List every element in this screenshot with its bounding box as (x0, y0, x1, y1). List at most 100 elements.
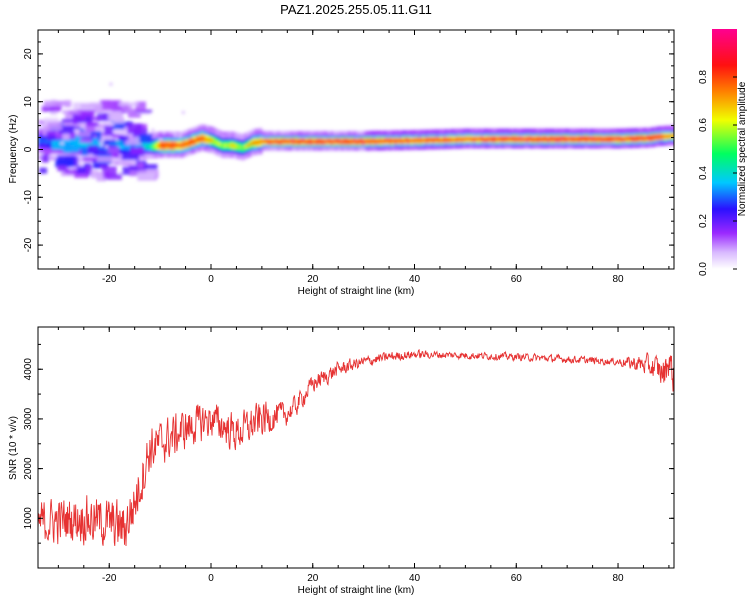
spectrogram-cell (287, 141, 291, 145)
spectrogram-cell (653, 137, 657, 141)
spectrogram-cell (643, 143, 647, 148)
spectrogram-cell (287, 133, 291, 137)
spectrogram-cell (551, 139, 556, 143)
spectrogram-cell (640, 130, 645, 134)
spectrogram-ytick-label: 20 (23, 48, 34, 60)
spectrogram-cell (518, 130, 522, 134)
spectrogram-cell (317, 133, 321, 137)
spectrogram-cell (216, 140, 220, 145)
spectrogram-cell (417, 132, 421, 136)
spectrogram-cell (312, 141, 316, 145)
spectrogram-cell (185, 129, 189, 134)
spectrogram-cell (399, 130, 403, 135)
spectrogram-cell (643, 130, 647, 134)
snr-ytick-label: 3000 (23, 407, 34, 430)
spectrogram-cell (429, 142, 433, 146)
spectrogram-cell (228, 143, 232, 147)
spectrogram-cell (244, 141, 248, 146)
spectrogram-cell (210, 138, 215, 143)
spectrogram-cell (213, 139, 217, 144)
spectrogram-cell (152, 140, 156, 145)
spectrogram-cell (272, 130, 276, 135)
spectrogram-cell (432, 131, 436, 135)
spectrogram-cell (399, 136, 403, 140)
spectrogram-cell (417, 140, 421, 144)
spectrogram-cell (358, 139, 362, 143)
spectrogram-cell (188, 134, 192, 139)
spectrogram-cell (124, 148, 128, 155)
spectrogram-cell (554, 135, 558, 139)
spectrogram-cell (218, 150, 222, 155)
spectrogram-cell (648, 134, 652, 138)
spectrogram-cell (104, 125, 114, 136)
spectrogram-cell (305, 130, 309, 135)
spectrogram-cell (422, 134, 426, 138)
spectrogram-cell (251, 137, 255, 142)
spectrogram-cell (386, 139, 390, 143)
spectrogram-cell (124, 129, 128, 136)
spectrogram-cell (366, 141, 370, 145)
spectrogram-cell (442, 145, 446, 150)
spectrogram-cell (338, 130, 342, 135)
spectrogram-cell (180, 152, 184, 157)
spectrogram-cell (455, 128, 459, 133)
spectrogram-cell (208, 143, 212, 148)
spectrogram-cell (160, 131, 164, 136)
spectrogram-cell (564, 141, 568, 145)
spectrogram-cell (559, 139, 563, 143)
spectrogram-cell (116, 157, 121, 163)
spectrogram-cell (114, 161, 118, 165)
spectrogram-cell (495, 130, 500, 134)
spectrogram-cell (442, 131, 446, 135)
spectrogram-cell (167, 143, 171, 147)
spectrogram-cell (366, 130, 370, 135)
spectrogram-cell (353, 147, 357, 151)
spectrogram-cell (462, 144, 466, 149)
spectrogram-cell (361, 141, 365, 145)
spectrogram-cell (419, 142, 423, 146)
spectrogram-cell (656, 135, 660, 139)
spectrogram-cell (638, 144, 642, 148)
spectrogram-cell (203, 142, 207, 147)
spectrogram-cell (358, 147, 362, 151)
spectrogram-cell (549, 141, 553, 145)
spectrogram-cell (493, 137, 497, 141)
spectrogram-cell (592, 144, 596, 149)
spectrogram-cell (155, 131, 159, 136)
spectrogram-cell (590, 137, 594, 141)
spectrogram-cell (460, 128, 464, 133)
spectrogram-cell (419, 134, 423, 138)
spectrogram-cell (523, 133, 528, 136)
spectrogram-cell (272, 139, 276, 143)
spectrogram-cell (646, 138, 650, 142)
spectrogram-cell (129, 162, 133, 167)
spectrogram-cell (534, 139, 538, 143)
spectrogram-cell (633, 127, 637, 132)
spectrogram-cell (470, 141, 474, 145)
spectrogram-cell (513, 139, 517, 143)
spectrogram-cell (330, 137, 334, 141)
spectrogram-cell (325, 135, 329, 139)
spectrogram-cell (556, 130, 561, 134)
spectrogram-cell (394, 141, 398, 145)
spectrogram-cell (485, 133, 489, 136)
spectrogram-cell (152, 137, 156, 142)
spectrogram-cell (506, 137, 510, 141)
spectrogram-cell (635, 132, 639, 136)
spectrogram-cell (343, 139, 347, 143)
spectrogram-cell (198, 125, 202, 129)
spectrogram-cell (666, 136, 670, 140)
spectrogram-cell (129, 165, 147, 176)
spectrogram-cell (236, 132, 240, 137)
spectrogram-cell (661, 139, 665, 143)
spectrogram-cell (325, 139, 329, 143)
spectrogram-cell (620, 144, 624, 149)
spectrogram-cell (155, 154, 159, 159)
spectrogram-cell (345, 141, 349, 145)
spectrogram-cell (506, 133, 510, 136)
spectrogram-cell (635, 127, 639, 132)
spectrogram-cell (668, 127, 673, 131)
spectrogram-cell (185, 144, 189, 149)
spectrogram-cell (83, 144, 87, 151)
spectrogram-cell (518, 128, 522, 133)
